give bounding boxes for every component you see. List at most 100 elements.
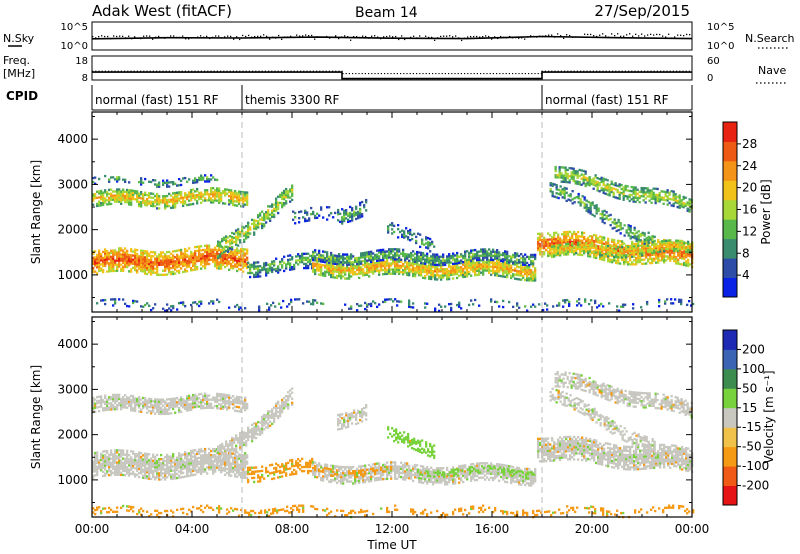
range-gate-cell — [389, 223, 392, 227]
range-gate-cell — [255, 227, 258, 231]
range-gate-cell — [192, 196, 195, 200]
range-gate-cell — [655, 245, 658, 248]
range-gate-cell — [625, 246, 628, 250]
range-gate-cell — [170, 271, 173, 274]
range-gate-cell — [249, 226, 252, 229]
range-gate-cell — [108, 180, 111, 183]
range-gate-cell — [251, 222, 254, 226]
range-gate-cell — [330, 271, 333, 275]
range-gate-cell — [514, 252, 517, 255]
range-gate-cell — [428, 257, 431, 260]
range-gate-cell — [625, 256, 628, 259]
range-gate-cell — [651, 237, 654, 240]
range-gate-cell — [196, 303, 199, 306]
freq-unit-label: [MHz] — [3, 67, 35, 80]
cpid-segment-label: normal (fast) 151 RF — [545, 93, 669, 107]
range-gate-cell — [597, 207, 600, 210]
range-gate-cell — [549, 244, 552, 247]
range-gate-cell — [504, 256, 507, 259]
range-gate-cell — [166, 201, 169, 204]
range-gate-cell — [309, 260, 312, 264]
range-gate-cell — [170, 305, 173, 308]
range-gate-cell — [583, 202, 586, 205]
range-gate-cell — [418, 271, 421, 275]
range-gate-cell — [247, 261, 250, 264]
range-gate-cell — [434, 270, 437, 273]
range-gate-cell — [272, 301, 275, 305]
range-gate-cell — [450, 308, 453, 312]
range-gate-cell — [104, 252, 107, 255]
range-gate-cell — [677, 262, 680, 265]
range-gate-cell — [482, 256, 485, 259]
range-gate-cell — [615, 229, 618, 233]
range-gate-cell — [664, 190, 667, 194]
range-gate-cell — [425, 236, 428, 239]
range-gate-cell — [238, 202, 241, 206]
range-gate-cell — [530, 255, 533, 259]
range-gate-cell — [192, 268, 195, 272]
range-gate-cell — [402, 263, 405, 266]
range-gate-cell — [316, 256, 319, 260]
range-gate-cell — [578, 183, 581, 186]
range-gate-cell — [599, 213, 602, 216]
range-gate-cell — [561, 247, 564, 251]
range-gate-cell — [232, 259, 235, 262]
noise-point — [344, 35, 346, 37]
range-gate-cell — [408, 274, 411, 277]
range-gate-cell — [340, 264, 343, 268]
range-gate-cell — [267, 263, 270, 266]
range-gate-cell — [593, 233, 596, 237]
range-gate-cell — [555, 237, 558, 241]
range-gate-cell — [198, 195, 201, 199]
range-gate-cell — [98, 249, 101, 252]
range-gate-cell — [543, 250, 546, 254]
range-gate-cell — [442, 257, 445, 260]
range-gate-cell — [432, 261, 435, 264]
range-gate-cell — [342, 265, 345, 268]
range-gate-cell — [150, 254, 153, 258]
range-gate-cell — [140, 177, 143, 180]
range-gate-cell — [132, 193, 135, 197]
range-gate-cell — [347, 212, 350, 215]
range-gate-cell — [588, 302, 591, 306]
range-gate-cell — [682, 197, 685, 201]
range-gate-cell — [108, 270, 111, 273]
range-gate-cell — [619, 254, 622, 257]
range-gate-cell — [609, 224, 612, 227]
range-gate-cell — [689, 243, 692, 246]
cpid-strip: CPID normal (fast) 151 RF themis 3300 RF n… — [6, 85, 693, 111]
range-gate-cell — [557, 237, 560, 240]
range-gate-cell — [94, 176, 97, 179]
range-gate-cell — [528, 263, 531, 267]
range-gate-cell — [448, 255, 451, 258]
range-gate-cell — [188, 203, 191, 206]
range-gate-cell — [344, 261, 347, 264]
range-gate-cell — [421, 238, 424, 241]
noise-point — [137, 37, 139, 39]
range-gate-cell — [174, 260, 177, 263]
range-gate-cell — [94, 468, 97, 471]
range-gate-cell — [332, 274, 335, 277]
range-gate-cell — [584, 182, 587, 186]
range-gate-cell — [198, 247, 201, 250]
range-gate-cell — [394, 252, 397, 255]
range-gate-cell — [180, 255, 183, 258]
range-gate-cell — [219, 255, 222, 258]
range-gate-cell — [224, 190, 227, 193]
range-gate-cell — [94, 270, 97, 273]
range-gate-cell — [347, 214, 350, 217]
range-gate-cell — [344, 303, 347, 306]
range-gate-cell — [679, 262, 682, 266]
range-gate-cell — [164, 181, 167, 184]
noise-point — [587, 33, 589, 36]
nsearch-tick-high: 10^5 — [707, 22, 734, 33]
range-gate-cell — [112, 198, 115, 201]
range-gate-cell — [446, 259, 449, 262]
range-gate-cell — [468, 272, 471, 276]
range-gate-cell — [581, 245, 584, 249]
range-gate-cell — [230, 254, 233, 257]
range-gate-cell — [236, 261, 239, 264]
range-gate-cell — [494, 274, 497, 277]
range-gate-cell — [152, 251, 155, 254]
range-gate-cell — [154, 194, 157, 198]
